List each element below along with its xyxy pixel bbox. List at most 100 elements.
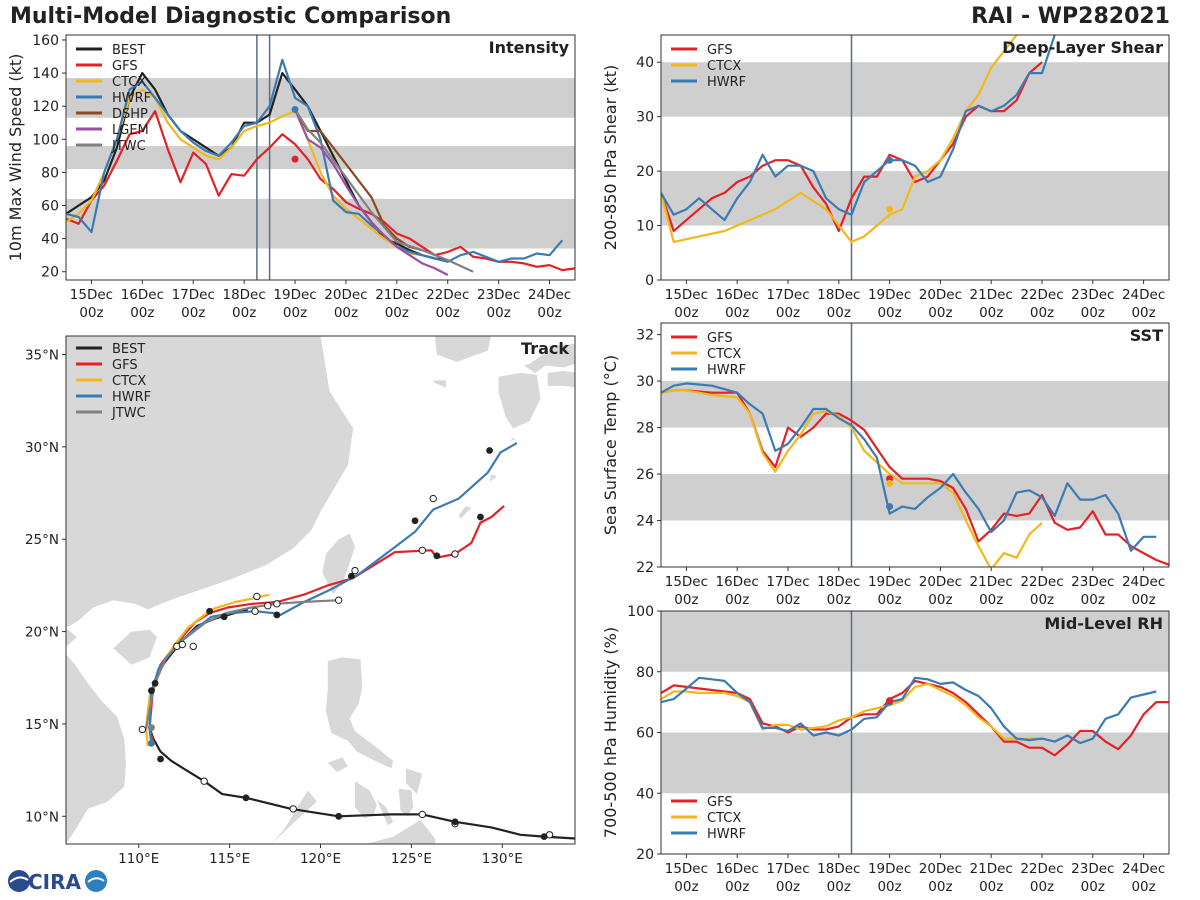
series-line-gfs: [661, 389, 1169, 566]
land-polygon: [113, 629, 157, 665]
plot-frame: [660, 34, 1170, 281]
x-tick-sublabel: 00z: [181, 305, 205, 321]
x-tick-sublabel: 00z: [283, 305, 307, 321]
legend-label-ctcx: CTCX: [707, 347, 741, 362]
x-tick-sublabel: 00z: [130, 305, 154, 321]
lon-tick-label: 120°E: [300, 851, 341, 867]
land-polygon: [326, 657, 394, 769]
sst-panel: 22 24 26 28 30 32 15Dec 00z 16Dec 00z 17Dec 00z 18De…: [601, 322, 1170, 608]
x-tick-label: 22Dec: [426, 287, 469, 303]
track-position-filled: [220, 613, 228, 621]
legend-label-hwrf: HWRF: [707, 75, 746, 90]
x-tick-sublabel: 00z: [725, 592, 749, 608]
x-tick-sublabel: 00z: [232, 305, 256, 321]
y-tick-label: 32: [636, 328, 654, 344]
land-polygon: [498, 372, 541, 429]
x-tick-label: 19Dec: [273, 287, 316, 303]
series-line-ctcx: [661, 35, 1018, 243]
land-polygon: [327, 757, 348, 772]
y-tick-label: 40: [41, 232, 59, 248]
track-line-jtwc: [144, 599, 339, 730]
storm-id: RAI - WP282021: [971, 4, 1170, 29]
x-tick-sublabel: 00z: [79, 305, 103, 321]
x-tick-label: 20Dec: [919, 574, 962, 590]
lat-tick-label: 10°N: [25, 809, 59, 825]
track-position-filled: [486, 447, 493, 454]
shear-panel: 0 10 20 30 40 15Dec 00z 16Dec 00z 17Dec 00z 18Dec 00…: [601, 34, 1170, 321]
series-line-gfs: [661, 679, 1169, 757]
x-tick-sublabel: 00z: [725, 305, 749, 321]
logo-satellite-icon: [85, 870, 107, 892]
y-tick-label: 60: [636, 726, 654, 742]
lat-tick-label: 20°N: [25, 625, 59, 641]
legend-label-gfs: GFS: [707, 795, 733, 810]
series-line-dshp: [294, 108, 423, 252]
x-tick-label: 21Dec: [970, 861, 1013, 877]
track-position-open: [253, 592, 261, 601]
y-tick-label: 40: [636, 786, 654, 802]
point-marker: [886, 503, 894, 511]
track-position-filled: [242, 794, 250, 802]
x-tick-sublabel: 00z: [487, 305, 511, 321]
x-tick-label: 23Dec: [1071, 287, 1114, 303]
land-polygon: [365, 820, 436, 844]
x-tick-label: 24Dec: [1122, 861, 1165, 877]
x-tick-sublabel: 00z: [827, 879, 851, 895]
legend-label-gfs: GFS: [707, 331, 733, 346]
x-tick-sublabel: 00z: [1131, 592, 1155, 608]
point-marker: [291, 105, 299, 113]
lat-tick-label: 30°N: [25, 440, 59, 456]
x-tick-sublabel: 00z: [877, 592, 901, 608]
y-axis-label: 10m Max Wind Speed (kt): [6, 54, 25, 262]
track-position-open: [189, 642, 197, 651]
legend-label-best: BEST: [112, 342, 145, 357]
track-position-filled: [148, 687, 155, 695]
y-axis-label: Sea Surface Temp (°C): [601, 355, 620, 535]
track-position-filled: [540, 833, 548, 841]
x-tick-label: 23Dec: [1071, 861, 1114, 877]
x-tick-label: 22Dec: [1020, 287, 1063, 303]
x-tick-sublabel: 00z: [1131, 879, 1155, 895]
shaded-band: [661, 611, 1169, 672]
x-tick-label: 21Dec: [970, 574, 1013, 590]
cira-logo: CIRA: [8, 870, 107, 894]
track-position-open: [200, 777, 208, 785]
y-tick-label: 100: [627, 604, 654, 620]
track-position-filled: [335, 812, 343, 820]
land-polygon: [271, 790, 317, 844]
track-position-filled: [348, 572, 355, 580]
x-tick-sublabel: 00z: [385, 305, 409, 321]
x-tick-label: 23Dec: [477, 287, 520, 303]
land-polygon: [524, 343, 575, 373]
x-tick-sublabel: 00z: [725, 879, 749, 895]
x-tick-sublabel: 00z: [776, 879, 800, 895]
y-tick-label: 160: [32, 33, 59, 49]
x-tick-label: 17Dec: [766, 574, 809, 590]
land-polygon: [434, 336, 492, 362]
x-tick-sublabel: 00z: [334, 305, 358, 321]
y-tick-label: 80: [41, 165, 59, 181]
x-tick-sublabel: 00z: [928, 879, 952, 895]
legend-label-jtwc: JTWC: [111, 406, 146, 421]
legend-label-jtwc: JTWC: [111, 139, 146, 154]
lon-tick-label: 130°E: [482, 851, 523, 867]
track-position-open: [418, 810, 426, 819]
panel-title: Deep-Layer Shear: [1002, 38, 1163, 57]
x-tick-sublabel: 00z: [1030, 879, 1054, 895]
plot-frame: [660, 322, 1170, 568]
x-tick-label: 18Dec: [817, 574, 860, 590]
y-tick-label: 120: [32, 99, 59, 115]
track-position-filled: [411, 517, 419, 525]
panel-title: Track: [521, 339, 569, 358]
x-tick-label: 16Dec: [121, 287, 164, 303]
track-position-open: [264, 602, 272, 610]
x-tick-label: 16Dec: [716, 287, 759, 303]
series-line-hwrf: [661, 382, 1157, 552]
x-tick-label: 16Dec: [716, 574, 759, 590]
x-tick-label: 17Dec: [766, 287, 809, 303]
track-position-open: [351, 566, 359, 575]
series-line-ctcx: [661, 389, 1043, 567]
x-tick-label: 18Dec: [817, 861, 860, 877]
x-tick-label: 20Dec: [919, 861, 962, 877]
